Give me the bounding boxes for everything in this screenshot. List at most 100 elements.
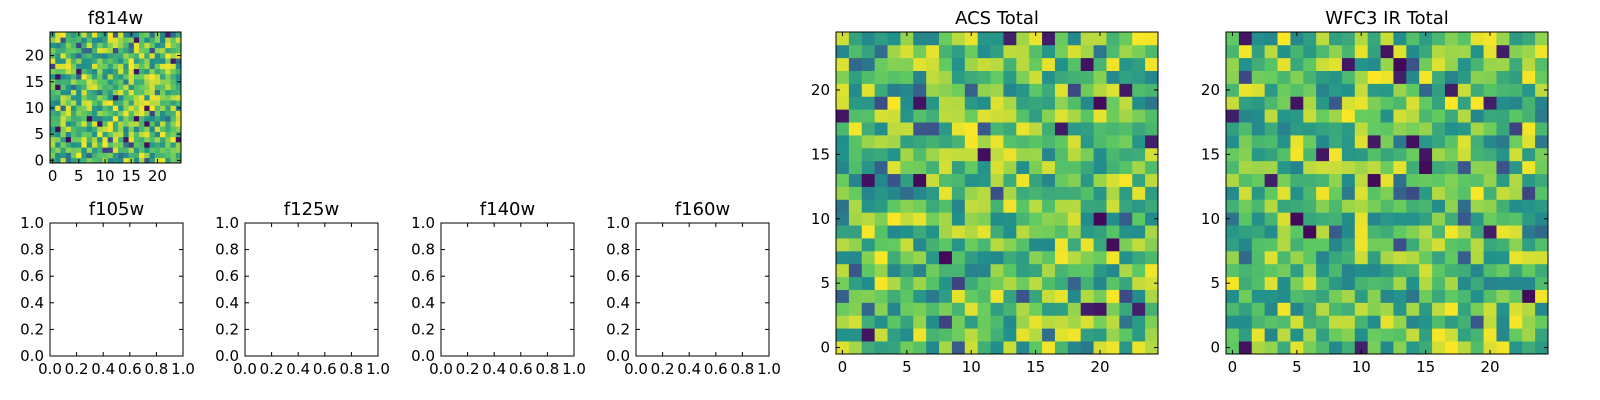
heatmap-cell [1067,44,1082,59]
heatmap-cell [97,58,103,64]
heatmap-cell [1316,96,1330,110]
heatmap-cell [1509,276,1523,290]
heatmap-cell [81,100,88,106]
heatmap-cell [1016,276,1030,290]
heatmap-cell [913,96,927,110]
heatmap-cell [70,84,77,90]
heatmap-cell [139,110,145,117]
heatmap-cell [1496,315,1510,329]
heatmap-cell [60,110,67,117]
heatmap-cell [65,37,72,43]
heatmap-cell [1119,315,1133,329]
heatmap-cell [861,302,875,316]
heatmap-cell [861,173,875,187]
heatmap-cell [964,160,979,175]
heatmap-cell [1016,199,1030,213]
y-tick-label: 0.8 [606,241,630,259]
heatmap-cell [977,186,991,200]
heatmap-cell [1264,328,1278,342]
heatmap-cell [1406,289,1420,303]
heatmap-cell [1341,341,1356,355]
heatmap-cell [977,238,991,252]
heatmap-cell [1067,135,1082,149]
heatmap-cell [990,186,1004,200]
heatmap-cell [1470,315,1484,329]
heatmap-cell [990,289,1004,303]
heatmap-cell [1432,83,1446,97]
heatmap-cell [1419,341,1433,355]
heatmap-cell [1406,302,1420,316]
heatmap-cell [123,105,129,111]
heatmap-cell [175,142,182,148]
heatmap-cell [848,302,863,316]
heatmap-cell [836,173,850,187]
heatmap-cell [65,121,72,127]
heatmap-cell [149,58,156,64]
heatmap-cell [1367,96,1381,110]
heatmap-cell [1238,32,1253,46]
heatmap-cell [887,225,901,239]
heatmap-cell [977,109,991,123]
heatmap-cell [107,37,114,43]
heatmap-cell [848,263,863,278]
heatmap-cell [977,302,991,316]
heatmap-cell [91,42,98,49]
heatmap-cell [1483,44,1497,59]
heatmap-cell [1316,83,1330,97]
heatmap-cell [1535,135,1549,149]
heatmap-cell [107,63,114,70]
heatmap-cell [133,126,140,132]
heatmap-cell [1132,199,1146,213]
heatmap-cell [1303,263,1317,278]
heatmap-cell [1106,212,1120,226]
heatmap-cell [939,276,953,290]
heatmap-cell [1367,276,1381,290]
heatmap-cell [1522,212,1536,226]
heatmap-cell [60,121,67,127]
heatmap-cell [154,142,161,148]
heatmap-cell [1393,57,1407,71]
y-tick-label: 0.2 [411,320,435,338]
heatmap-cell [874,328,888,342]
heatmap-cell [848,122,863,136]
heatmap-cell [836,57,850,71]
heatmap-cell [1354,263,1369,278]
heatmap-cell [91,84,98,90]
heatmap-cell [81,79,88,85]
heatmap-cell [97,147,103,153]
heatmap-cell [913,147,927,162]
heatmap-cell [1067,250,1082,265]
heatmap-cell [1432,238,1446,252]
heatmap-cell [887,147,901,162]
heatmap-cell [1341,199,1356,213]
heatmap-cell [55,131,61,138]
heatmap-cell [1080,250,1094,265]
heatmap-cell [964,225,979,239]
heatmap-cell [133,115,140,122]
heatmap-cell [60,37,67,43]
heatmap-cell [65,142,72,148]
heatmap-cell [1483,70,1497,84]
heatmap-cell [1522,199,1536,213]
heatmap-cell [1367,44,1381,59]
heatmap-cell [1444,160,1459,175]
heatmap-cell [990,135,1004,149]
heatmap-cell [836,302,850,316]
heatmap-cell [1329,57,1343,71]
heatmap-cell [1119,186,1133,200]
heatmap-cell [133,32,140,38]
panel-f105w: 0.0 0.2 0.4 0.6 0.8 1.00.00.20.40.60.81.0f105… [20,199,195,378]
y-tick-label: 15 [1201,145,1220,163]
heatmap-cell [1093,122,1107,136]
y-tick-label: 0.6 [215,267,239,285]
heatmap-cell [76,73,82,80]
heatmap-cell [107,32,114,38]
heatmap-cell [1067,276,1082,290]
heatmap-cell [149,68,156,75]
heatmap-cell [1509,225,1523,239]
heatmap-cell [1264,302,1278,316]
heatmap-cell [1509,173,1523,187]
y-tick-label: 10 [25,99,44,117]
panel-f160w: 0.0 0.2 0.4 0.6 0.8 1.00.00.20.40.60.81.0f160… [606,199,781,378]
heatmap-cell [990,315,1004,329]
